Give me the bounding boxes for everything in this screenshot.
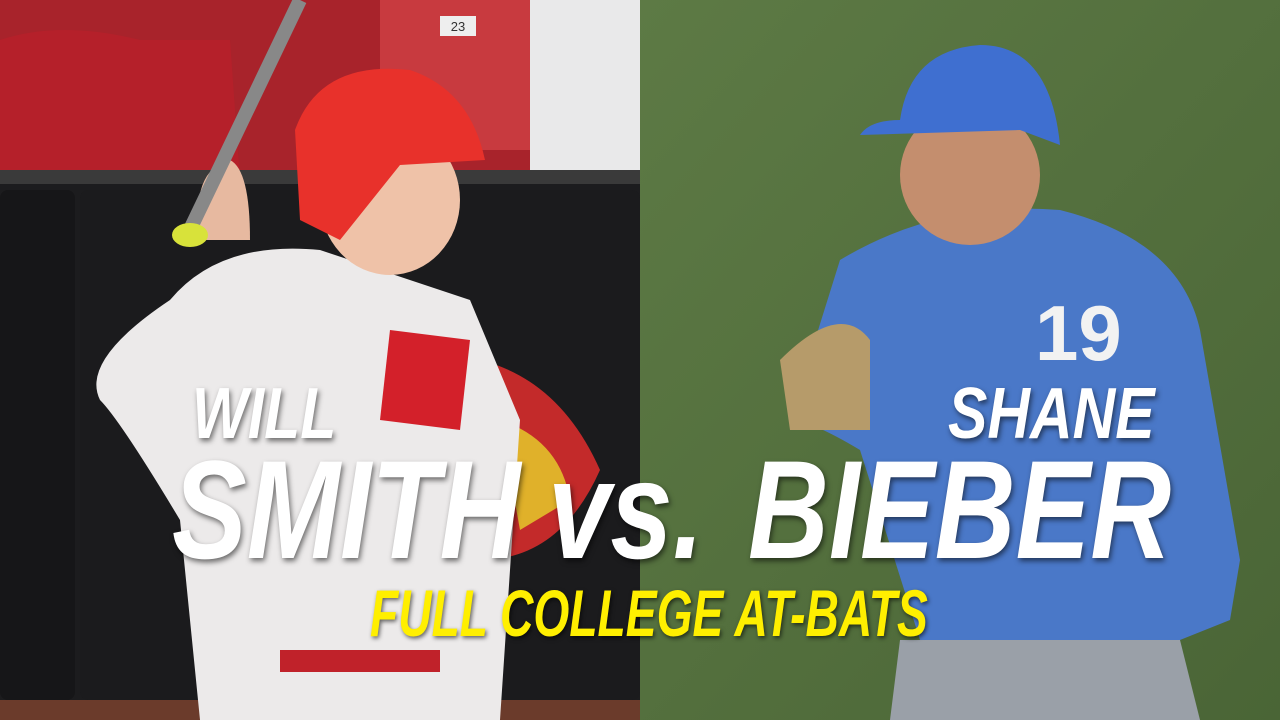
batter-photo: 23 bbox=[0, 0, 640, 720]
left-player-first-name: WILL bbox=[192, 374, 337, 454]
pitcher-photo: 19 bbox=[640, 0, 1280, 720]
left-player-last-name: SMITH bbox=[172, 431, 521, 588]
right-player-first-name: SHANE bbox=[948, 374, 1155, 454]
subtitle: FULL COLLEGE AT-BATS bbox=[370, 576, 928, 650]
seat-number: 23 bbox=[451, 19, 465, 34]
versus-label: vs. bbox=[548, 431, 704, 588]
jersey-number: 19 bbox=[1035, 289, 1122, 377]
right-player-last-name: BIEBER bbox=[748, 431, 1172, 588]
